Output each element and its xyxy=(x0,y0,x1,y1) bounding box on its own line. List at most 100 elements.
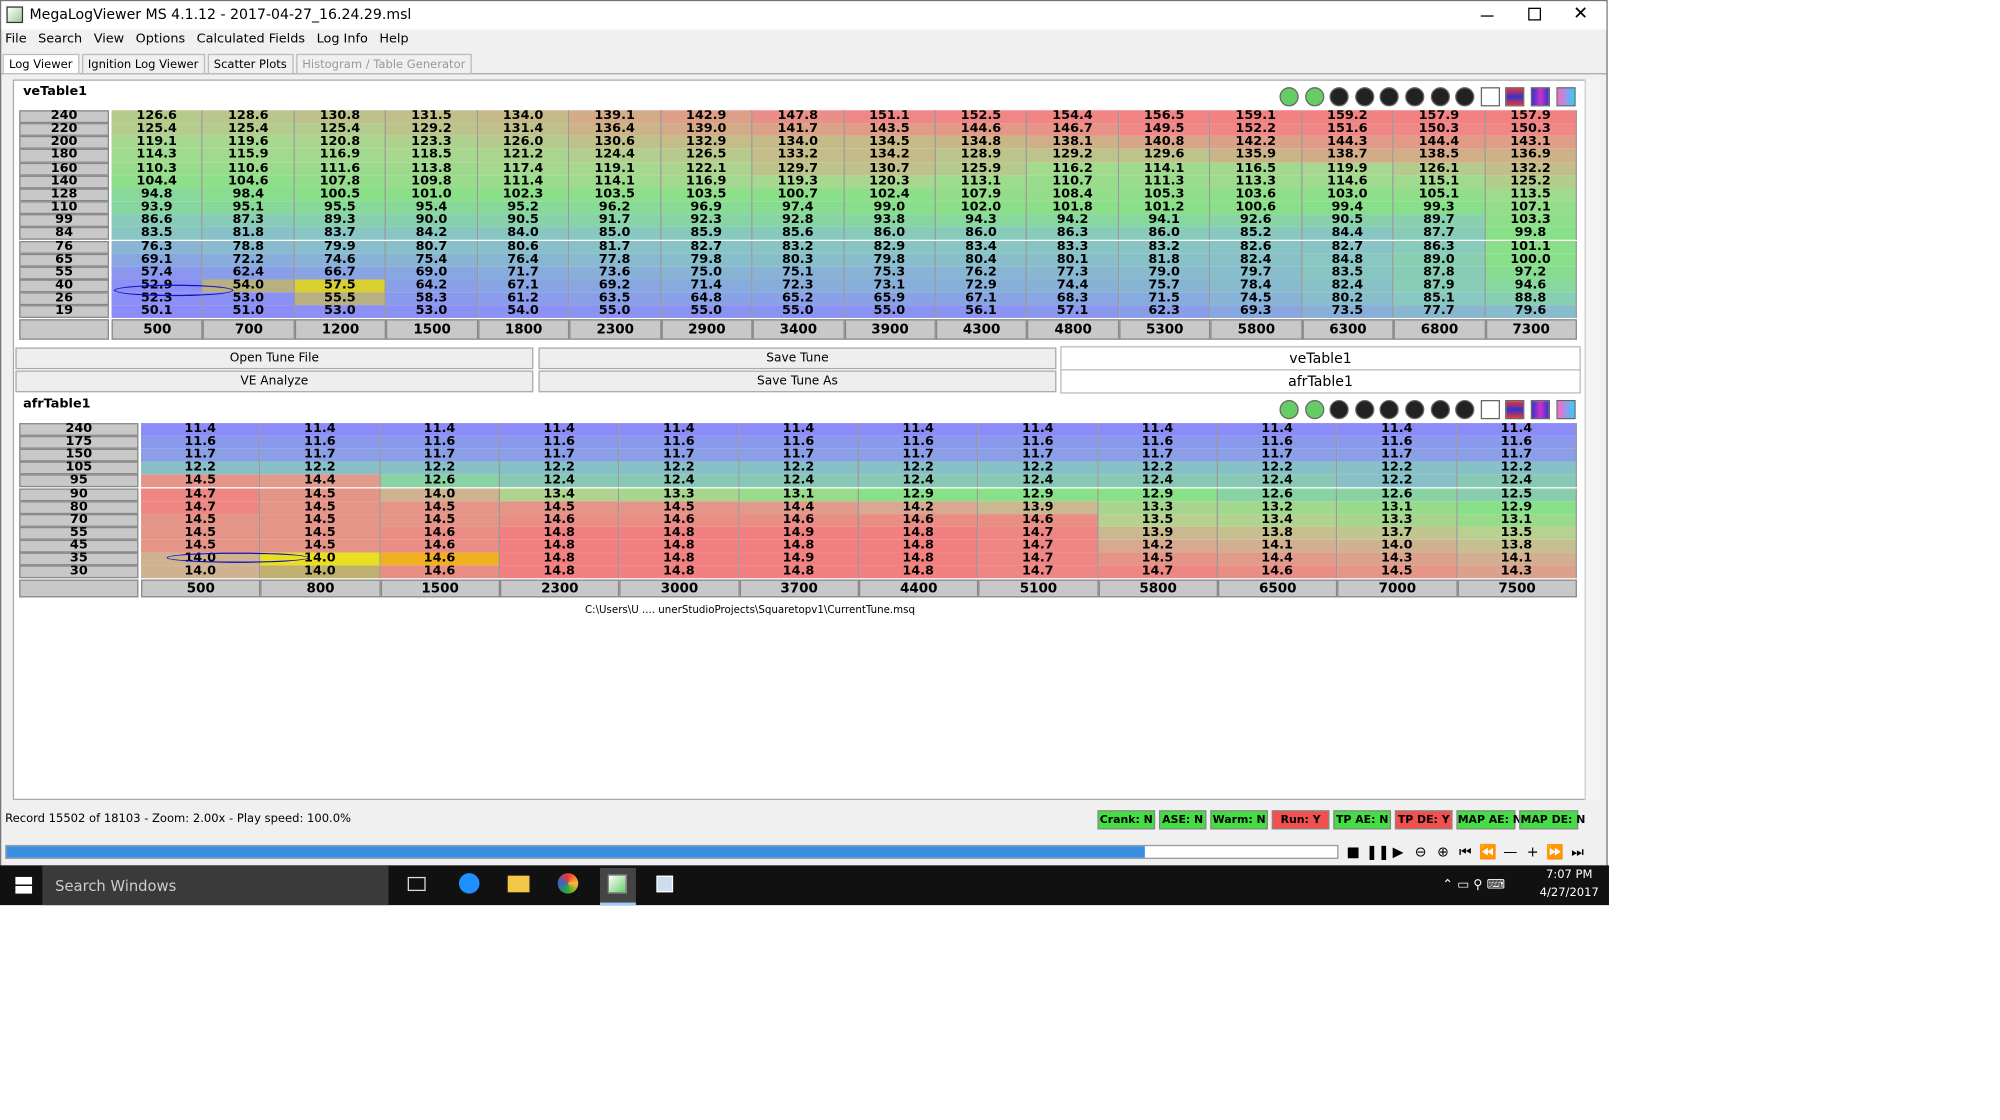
table-cell[interactable]: 11.4 xyxy=(260,423,381,437)
table-cell[interactable]: 82.4 xyxy=(1302,279,1394,293)
table-cell[interactable]: 62.3 xyxy=(1118,305,1211,319)
table-cell[interactable]: 107.8 xyxy=(294,175,387,189)
table-cell[interactable]: 57.4 xyxy=(111,266,204,280)
table-cell[interactable]: 14.5 xyxy=(1098,552,1218,566)
table-cell[interactable]: 138.5 xyxy=(1393,149,1486,163)
table-cell[interactable]: 80.6 xyxy=(477,240,570,254)
toolbar-button[interactable] xyxy=(1279,399,1299,420)
table-cell[interactable]: 134.5 xyxy=(844,136,936,150)
table-cell[interactable]: 14.8 xyxy=(739,539,859,553)
table-cell[interactable]: 95.2 xyxy=(477,201,570,215)
table-cell[interactable]: 14.8 xyxy=(619,526,740,540)
table-cell[interactable]: 66.7 xyxy=(294,266,387,280)
table-cell[interactable]: 13.9 xyxy=(1098,526,1218,540)
table-cell[interactable]: 80.2 xyxy=(1302,292,1394,306)
playback-button[interactable]: ▶ xyxy=(1392,843,1404,861)
table-cell[interactable]: 138.7 xyxy=(1302,149,1394,163)
table-cell[interactable]: 14.8 xyxy=(499,565,620,579)
table-cell[interactable]: 78.4 xyxy=(1210,279,1303,293)
table-cell[interactable]: 100.6 xyxy=(1210,201,1303,215)
close-button[interactable]: ✕ xyxy=(1573,3,1589,25)
table-cell[interactable]: 84.2 xyxy=(386,227,478,241)
table-cell[interactable]: 13.3 xyxy=(619,487,740,501)
table-cell[interactable]: 14.5 xyxy=(260,500,381,514)
menu-item[interactable]: Help xyxy=(379,32,409,47)
table-cell[interactable]: 98.4 xyxy=(203,188,295,202)
table-cell[interactable]: 99.3 xyxy=(1393,201,1486,215)
table-cell[interactable]: 138.1 xyxy=(1027,136,1119,150)
table-cell[interactable]: 11.4 xyxy=(858,423,979,437)
table-cell[interactable]: 50.1 xyxy=(111,305,204,319)
table-cell[interactable]: 14.5 xyxy=(260,487,381,501)
table-cell[interactable]: 125.4 xyxy=(111,123,204,137)
table-cell[interactable]: 83.5 xyxy=(1302,266,1394,280)
table-cell[interactable]: 75.3 xyxy=(844,266,936,280)
table-cell[interactable]: 81.8 xyxy=(203,227,295,241)
toolbar-button[interactable] xyxy=(1530,399,1550,420)
table-cell[interactable]: 14.7 xyxy=(978,539,1099,553)
table-cell[interactable]: 11.4 xyxy=(739,423,859,437)
table-cell[interactable]: 11.7 xyxy=(1098,448,1218,462)
menu-item[interactable]: Search xyxy=(38,32,83,47)
table-cell[interactable]: 13.3 xyxy=(1337,513,1458,527)
table-cell[interactable]: 11.7 xyxy=(380,448,500,462)
table-cell[interactable]: 100.5 xyxy=(294,188,387,202)
table-cell[interactable]: 64.8 xyxy=(661,292,753,306)
table-cell[interactable]: 95.1 xyxy=(203,201,295,215)
table-cell[interactable]: 82.4 xyxy=(1210,253,1303,267)
table-cell[interactable]: 11.6 xyxy=(499,436,620,449)
table-cell[interactable]: 128.6 xyxy=(203,110,295,124)
clock-date[interactable]: 4/27/2017 xyxy=(1539,887,1599,900)
table-cell[interactable]: 117.4 xyxy=(477,162,570,176)
table-cell[interactable]: 114.3 xyxy=(111,149,204,163)
table-cell[interactable]: 55.0 xyxy=(569,305,662,319)
table-cell[interactable]: 13.5 xyxy=(1098,513,1218,527)
toolbar-button[interactable] xyxy=(1304,87,1324,107)
edge-icon[interactable] xyxy=(458,873,480,894)
table-cell[interactable]: 14.5 xyxy=(141,513,261,527)
table-cell[interactable]: 82.9 xyxy=(844,240,936,254)
table-cell[interactable]: 114.6 xyxy=(1302,175,1394,189)
table-cell[interactable]: 77.3 xyxy=(1027,266,1119,280)
table-cell[interactable]: 142.9 xyxy=(661,110,753,124)
table-cell[interactable]: 14.8 xyxy=(858,565,979,579)
table-cell[interactable]: 86.3 xyxy=(1027,227,1119,241)
table-cell[interactable]: 140.8 xyxy=(1118,136,1211,150)
table-cell[interactable]: 86.3 xyxy=(1393,240,1486,254)
table-cell[interactable]: 13.9 xyxy=(978,500,1099,514)
table-cell[interactable]: 79.8 xyxy=(661,253,753,267)
table-cell[interactable]: 125.2 xyxy=(1485,175,1577,189)
table-cell[interactable]: 139.0 xyxy=(661,123,753,137)
table-cell[interactable]: 85.9 xyxy=(661,227,753,241)
table-cell[interactable]: 72.9 xyxy=(935,279,1028,293)
table-cell[interactable]: 72.2 xyxy=(203,253,295,267)
table-cell[interactable]: 14.7 xyxy=(1098,565,1218,579)
table-cell[interactable]: 90.5 xyxy=(477,214,570,228)
table-cell[interactable]: 150.3 xyxy=(1485,123,1577,137)
table-cell[interactable]: 13.4 xyxy=(499,487,620,501)
table-cell[interactable]: 12.2 xyxy=(739,461,859,475)
table-cell[interactable]: 12.4 xyxy=(619,474,740,488)
table-cell[interactable]: 14.6 xyxy=(978,513,1099,527)
table-cell[interactable]: 11.4 xyxy=(141,423,261,437)
toolbar-button[interactable] xyxy=(1555,87,1576,107)
playback-button[interactable]: ⏪ xyxy=(1479,843,1497,861)
table-cell[interactable]: 14.7 xyxy=(978,526,1099,540)
table-cell[interactable]: 85.6 xyxy=(752,227,845,241)
table-cell[interactable]: 95.4 xyxy=(386,201,478,215)
toolbar-button[interactable] xyxy=(1354,399,1375,420)
toolbar-button[interactable] xyxy=(1530,87,1550,107)
table-cell[interactable]: 90.0 xyxy=(386,214,478,228)
table-cell[interactable]: 54.0 xyxy=(477,305,570,319)
table-cell[interactable]: 11.6 xyxy=(1098,436,1218,449)
table-cell[interactable]: 11.4 xyxy=(619,423,740,437)
table-cell[interactable]: 13.1 xyxy=(1337,500,1458,514)
table-cell[interactable]: 97.4 xyxy=(752,201,845,215)
menu-item[interactable]: View xyxy=(93,32,125,47)
table-cell[interactable]: 11.4 xyxy=(1217,423,1338,437)
table-cell[interactable]: 12.4 xyxy=(1457,474,1577,488)
table-cell[interactable]: 157.9 xyxy=(1485,110,1577,124)
toolbar-button[interactable] xyxy=(1430,399,1450,420)
table-cell[interactable]: 14.7 xyxy=(978,552,1099,566)
table-cell[interactable]: 93.9 xyxy=(111,201,204,215)
